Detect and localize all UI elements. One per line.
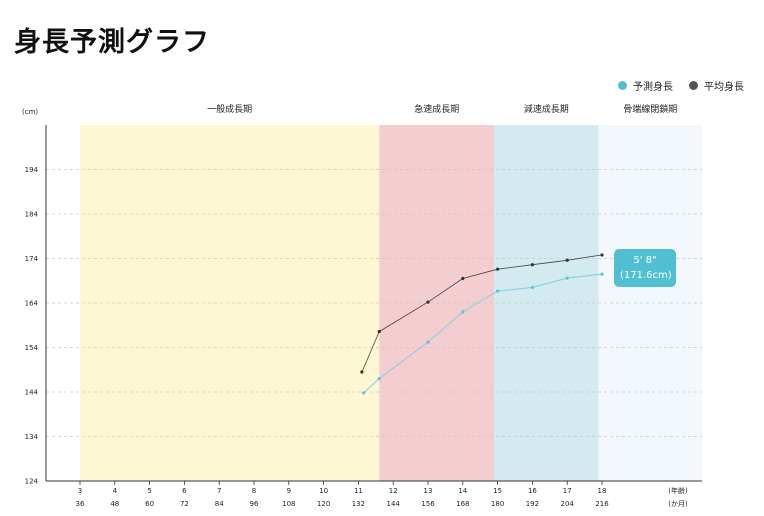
phase-label-1: 急速成長期 — [414, 103, 459, 115]
x-tick-label-year-0: 3 — [78, 487, 82, 495]
x-tick-label-year-12: 15 — [493, 487, 502, 495]
series-line-predicted — [363, 273, 603, 394]
legend-marker-predicted — [618, 81, 627, 90]
phase-label-3: 骨端線閉鎖期 — [623, 103, 677, 115]
data-point-average-1 — [377, 329, 381, 334]
y-axis-unit: (cm) — [22, 108, 38, 116]
x-tick-label-year-10: 13 — [424, 487, 433, 495]
legend-label-average: 平均身長 — [704, 82, 744, 93]
x-tick-label-year-2: 5 — [147, 487, 151, 495]
legend-label-predicted: 予測身長 — [633, 82, 673, 93]
x-tick-label-month-4: 84 — [215, 500, 224, 508]
x-tick-label-year-4: 7 — [217, 487, 221, 495]
data-point-predicted-1 — [377, 377, 381, 381]
data-point-predicted-5 — [530, 285, 535, 290]
data-point-average-6 — [565, 258, 569, 262]
x-tick-label-month-14: 204 — [561, 500, 575, 508]
callout-cm: (171.6cm) — [620, 269, 672, 281]
prediction-callout: 5' 8" (171.6cm) — [614, 248, 676, 287]
y-tick-label-2: 144 — [25, 389, 39, 397]
x-tick-label-year-15: 18 — [598, 487, 607, 495]
series-line-average — [361, 254, 603, 373]
y-tick-label-1: 134 — [25, 433, 39, 441]
x-tick-label-month-8: 132 — [352, 500, 365, 508]
x-tick-label-year-8: 11 — [354, 487, 363, 495]
x-tick-label-month-9: 144 — [387, 500, 401, 508]
x-tick-label-year-1: 4 — [113, 487, 118, 495]
legend-item-average: 平均身長 — [689, 78, 744, 93]
data-point-average-4 — [496, 267, 500, 271]
x-tick-label-month-1: 48 — [110, 500, 119, 508]
x-tick-label-month-7: 120 — [317, 500, 330, 508]
legend-marker-average — [689, 81, 698, 90]
x-tick-label-month-11: 168 — [456, 500, 469, 508]
y-tick-label-7: 194 — [25, 166, 39, 174]
data-point-average-5 — [530, 263, 535, 267]
x-tick-label-year-13: 16 — [528, 487, 537, 495]
phase-label-2: 減速成長期 — [524, 103, 569, 115]
data-point-average-7 — [600, 253, 604, 257]
x-tick-label-month-13: 192 — [526, 500, 539, 508]
data-point-average-2 — [426, 300, 430, 304]
data-point-predicted-2 — [426, 340, 430, 344]
phase-band-3 — [598, 125, 702, 481]
data-point-average-0 — [360, 370, 364, 374]
x-axis-unit-months: (か月) — [668, 500, 688, 508]
page-title: 身長予測グラフ — [14, 27, 210, 58]
x-tick-label-year-7: 10 — [319, 487, 328, 495]
data-point-predicted-3 — [461, 310, 465, 314]
x-tick-label-month-15: 216 — [595, 500, 609, 508]
y-tick-label-4: 164 — [25, 300, 39, 308]
x-tick-label-year-9: 12 — [389, 487, 398, 495]
callout-feet-inches: 5' 8" — [633, 254, 657, 266]
x-axis-unit-years: (年齢) — [668, 486, 688, 495]
x-tick-label-month-0: 36 — [76, 500, 85, 508]
x-tick-label-year-5: 8 — [252, 487, 256, 495]
data-point-average-3 — [461, 276, 465, 281]
phase-label-0: 一般成長期 — [207, 103, 252, 115]
x-tick-label-month-2: 60 — [145, 500, 154, 508]
data-point-predicted-4 — [496, 289, 500, 293]
x-tick-label-month-3: 72 — [180, 500, 189, 508]
x-tick-label-year-6: 9 — [287, 487, 291, 495]
data-point-predicted-0 — [362, 391, 366, 395]
data-point-predicted-7 — [600, 272, 604, 276]
y-tick-label-0: 124 — [25, 478, 39, 486]
x-tick-label-month-6: 108 — [282, 500, 295, 508]
x-tick-label-month-5: 96 — [250, 500, 259, 508]
x-tick-label-year-11: 14 — [458, 487, 467, 495]
data-point-predicted-6 — [565, 276, 569, 280]
x-tick-label-month-12: 180 — [491, 500, 504, 508]
x-tick-label-year-14: 17 — [563, 487, 572, 495]
x-tick-label-month-10: 156 — [421, 500, 435, 508]
y-tick-label-6: 184 — [25, 211, 39, 219]
y-tick-label-3: 154 — [25, 344, 39, 352]
y-tick-label-5: 174 — [25, 255, 39, 263]
chart-legend: 予測身長 平均身長 — [618, 78, 744, 93]
legend-item-predicted: 予測身長 — [618, 78, 673, 93]
x-tick-label-year-3: 6 — [182, 487, 187, 495]
